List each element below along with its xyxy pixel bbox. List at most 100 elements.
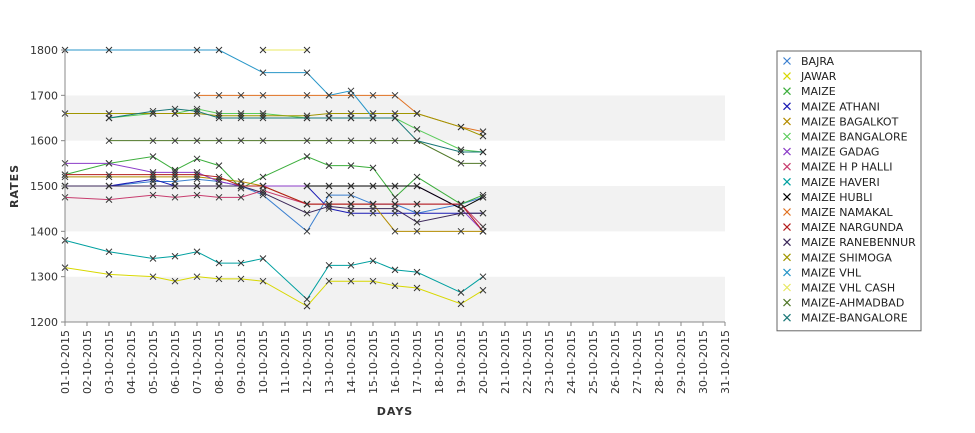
series-15 (259, 46, 311, 54)
data-point (391, 137, 399, 145)
data-point (105, 46, 113, 54)
data-point (413, 209, 421, 217)
data-point (259, 189, 267, 197)
data-point (105, 182, 113, 190)
x-tick-label: 28-10-2015 (653, 330, 666, 394)
data-point (347, 182, 355, 190)
x-tick-label: 18-10-2015 (433, 330, 446, 394)
legend-label: MAIZE HUBLI (801, 191, 872, 204)
data-point (193, 191, 201, 199)
series-line (65, 178, 484, 233)
data-point (193, 137, 201, 145)
data-point (149, 137, 157, 145)
x-tick-label: 08-10-2015 (213, 330, 226, 394)
legend-item: MAIZE-AHMADBAD (783, 297, 904, 310)
legend-item: MAIZE VHL (783, 266, 862, 279)
grid-band (65, 140, 725, 186)
y-tick-label: 1200 (30, 316, 58, 329)
data-point (457, 200, 465, 208)
legend-marker (783, 177, 791, 186)
x-tick-label: 22-10-2015 (521, 330, 534, 394)
data-point (237, 182, 245, 190)
series-line (65, 185, 483, 223)
data-point (347, 114, 355, 122)
data-point (105, 248, 113, 256)
data-point (237, 259, 245, 267)
legend-marker (783, 117, 791, 126)
data-point (457, 300, 465, 308)
legend-item: MAIZE H P HALLI (783, 161, 892, 174)
legend-label: MAIZE GADAG (801, 146, 879, 159)
data-point (457, 209, 465, 217)
x-tick-label: 06-10-2015 (169, 330, 182, 394)
legend-item: MAIZE ATHANI (783, 100, 880, 113)
y-tick-label: 1500 (30, 180, 58, 193)
legend-item: MAIZE BANGALORE (783, 131, 908, 144)
data-point (237, 91, 245, 99)
data-point (149, 273, 157, 281)
data-point (215, 259, 223, 267)
series-line (65, 174, 484, 232)
x-tick-label: 04-10-2015 (125, 330, 138, 394)
legend-label: MAIZE SHIMOGA (801, 251, 892, 264)
data-point (149, 171, 157, 179)
legend-item: MAIZE (783, 85, 836, 98)
data-point (215, 114, 223, 122)
data-point (413, 268, 421, 276)
data-point (369, 114, 377, 122)
data-point (391, 227, 399, 235)
data-point (303, 227, 311, 235)
data-point (457, 159, 465, 167)
legend-label: MAIZE ATHANI (801, 100, 880, 113)
legend-marker (783, 192, 791, 201)
data-point (303, 114, 311, 122)
x-tick-label: 29-10-2015 (675, 330, 688, 394)
legend-item: JAWAR (783, 70, 837, 83)
data-point (369, 182, 377, 190)
data-point (193, 107, 201, 115)
legend-marker (783, 147, 791, 156)
data-point (171, 137, 179, 145)
legend-marker (783, 223, 791, 232)
x-tick-label: 30-10-2015 (697, 330, 710, 394)
data-point (479, 227, 487, 235)
data-point (391, 282, 399, 290)
data-point (369, 137, 377, 145)
legend-label: MAIZE NARGUNDA (801, 221, 904, 234)
x-tick-label: 31-10-2015 (719, 330, 732, 394)
data-point (303, 46, 311, 54)
grid-band (65, 231, 725, 277)
data-point (391, 91, 399, 99)
data-point (325, 162, 333, 169)
data-point (303, 69, 311, 77)
data-point (479, 273, 487, 281)
y-tick-label: 1300 (30, 271, 58, 284)
data-point (215, 46, 223, 54)
legend-item: MAIZE HUBLI (783, 191, 872, 204)
data-point (325, 261, 333, 269)
data-point (215, 173, 223, 181)
x-tick-label: 11-10-2015 (279, 330, 292, 394)
data-point (105, 159, 113, 167)
y-axis-title: RATES (8, 164, 21, 208)
data-point (171, 252, 179, 260)
series-line (64, 267, 484, 307)
data-point (171, 193, 179, 201)
data-point (193, 273, 201, 281)
data-point (369, 91, 377, 99)
x-tick-label: 13-10-2015 (323, 330, 336, 394)
data-point (237, 275, 245, 283)
data-point (259, 91, 267, 99)
legend-label: MAIZE H P HALLI (801, 161, 892, 174)
data-point (215, 91, 223, 99)
legend-label: MAIZE BAGALKOT (801, 115, 899, 128)
series-1 (61, 264, 487, 310)
legend-item: MAIZE GADAG (783, 146, 879, 159)
data-point (105, 114, 113, 122)
data-point (391, 266, 399, 274)
data-point (259, 114, 267, 122)
data-point (215, 162, 223, 169)
data-point (303, 200, 311, 208)
data-point (237, 137, 245, 145)
